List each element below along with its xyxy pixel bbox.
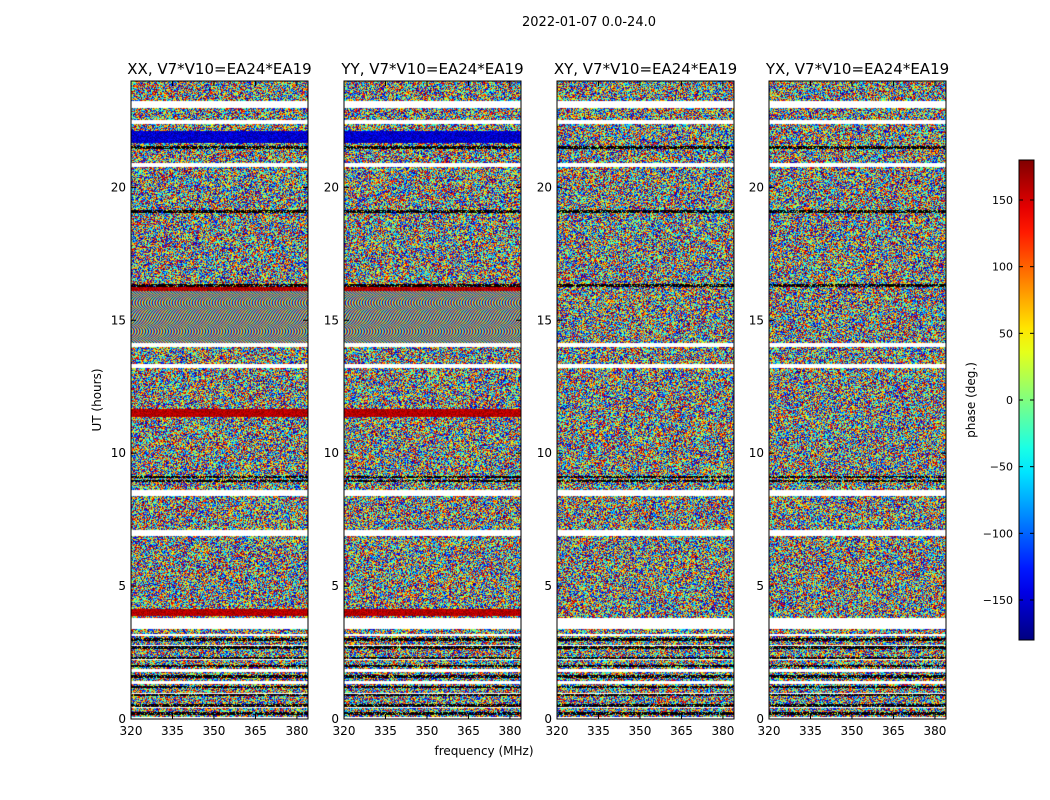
panel-2-xtick-label-4: 380	[711, 724, 734, 738]
y-axis-label: UT (hours)	[90, 368, 104, 431]
colorbar-tick-label-2: 50	[999, 327, 1013, 340]
panel-2-spectrum	[557, 81, 734, 719]
panel-0-spectrum	[131, 81, 308, 719]
panel-3-title: YX, V7*V10=EA24*EA19	[765, 60, 949, 78]
panel-1-spectrum	[344, 81, 521, 719]
panel-0-title: XX, V7*V10=EA24*EA19	[127, 60, 311, 78]
panel-3-spectrum	[769, 81, 946, 719]
panel-0-ytick-label-1: 5	[118, 579, 126, 593]
figure: 2022-01-07 0.0-24.0 XX, V7*V10=EA24*EA19…	[0, 0, 1050, 800]
colorbar-label: phase (deg.)	[964, 362, 978, 438]
panel-2: XY, V7*V10=EA24*EA19 320 335 350 365 380 0 5 10 1…	[537, 60, 737, 738]
x-axis-label: frequency (MHz)	[434, 744, 533, 758]
panel-0-ytick-label-0: 0	[118, 712, 126, 726]
panel-1-ytick-label-4: 20	[324, 180, 339, 194]
colorbar-tick-label-6: −150	[983, 594, 1013, 607]
panel-1-xtick-label-4: 380	[498, 724, 521, 738]
panel-2-ytick-label-1: 5	[544, 579, 552, 593]
panel-3-xtick-label-1: 335	[799, 724, 822, 738]
colorbar-tick-label-4: −50	[990, 461, 1013, 474]
panel-0-ytick-label-4: 20	[111, 180, 126, 194]
panel-2-xtick-label-0: 320	[546, 724, 569, 738]
panel-2-xtick-label-3: 365	[670, 724, 693, 738]
panel-0-xtick-label-2: 350	[203, 724, 226, 738]
panel-3-xtick-label-3: 365	[882, 724, 905, 738]
panel-3-ytick-label-1: 5	[756, 579, 764, 593]
panel-0-ytick-label-3: 15	[111, 313, 126, 327]
panel-0-xtick-label-3: 365	[244, 724, 267, 738]
panel-2-xtick-label-2: 350	[629, 724, 652, 738]
panel-1: YY, V7*V10=EA24*EA19 320 335 350 365 380 0 5 10 1…	[324, 60, 524, 738]
panel-1-ytick-label-2: 10	[324, 446, 339, 460]
panel-2-ytick-label-0: 0	[544, 712, 552, 726]
panel-2-xtick-label-1: 335	[587, 724, 610, 738]
panel-3-ytick-label-0: 0	[756, 712, 764, 726]
panel-2-ytick-label-3: 15	[537, 313, 552, 327]
panel-2-ytick-label-2: 10	[537, 446, 552, 460]
panel-1-title: YY, V7*V10=EA24*EA19	[340, 60, 523, 78]
panel-0-xtick-label-4: 380	[285, 724, 308, 738]
colorbar-tick-label-1: 100	[992, 261, 1013, 274]
panel-0-xtick-label-1: 335	[161, 724, 184, 738]
panel-3: YX, V7*V10=EA24*EA19 320 335 350 365 380 0 5 10 1…	[749, 60, 949, 738]
panel-3-ytick-label-3: 15	[749, 313, 764, 327]
colorbar-tick-label-0: 150	[992, 194, 1013, 207]
panel-0: XX, V7*V10=EA24*EA19 320 335 350 365 380 0 5 10 1…	[111, 60, 312, 738]
colorbar-tick-label-5: −100	[983, 527, 1013, 540]
panel-2-ytick-label-4: 20	[537, 180, 552, 194]
panel-1-xtick-label-3: 365	[457, 724, 480, 738]
panel-3-ytick-label-4: 20	[749, 180, 764, 194]
panel-1-ytick-label-3: 15	[324, 313, 339, 327]
panel-1-xtick-label-1: 335	[374, 724, 397, 738]
panel-3-xtick-label-4: 380	[923, 724, 946, 738]
panel-1-ytick-label-0: 0	[331, 712, 339, 726]
panel-1-ytick-label-1: 5	[331, 579, 339, 593]
panel-2-title: XY, V7*V10=EA24*EA19	[554, 60, 737, 78]
colorbar-tick-label-3: 0	[1006, 394, 1013, 407]
figure-suptitle: 2022-01-07 0.0-24.0	[522, 15, 656, 30]
panel-1-xtick-label-0: 320	[333, 724, 356, 738]
panel-3-ytick-label-2: 10	[749, 446, 764, 460]
panel-3-xtick-label-2: 350	[841, 724, 864, 738]
panel-0-xtick-label-0: 320	[120, 724, 143, 738]
panel-3-xtick-label-0: 320	[758, 724, 781, 738]
panel-0-ytick-label-2: 10	[111, 446, 126, 460]
panel-1-xtick-label-2: 350	[416, 724, 439, 738]
colorbar: 150 100 50 0 −50 −100 −150	[983, 160, 1034, 640]
panels-group: XX, V7*V10=EA24*EA19 320 335 350 365 380 0 5 10 1…	[111, 60, 949, 738]
